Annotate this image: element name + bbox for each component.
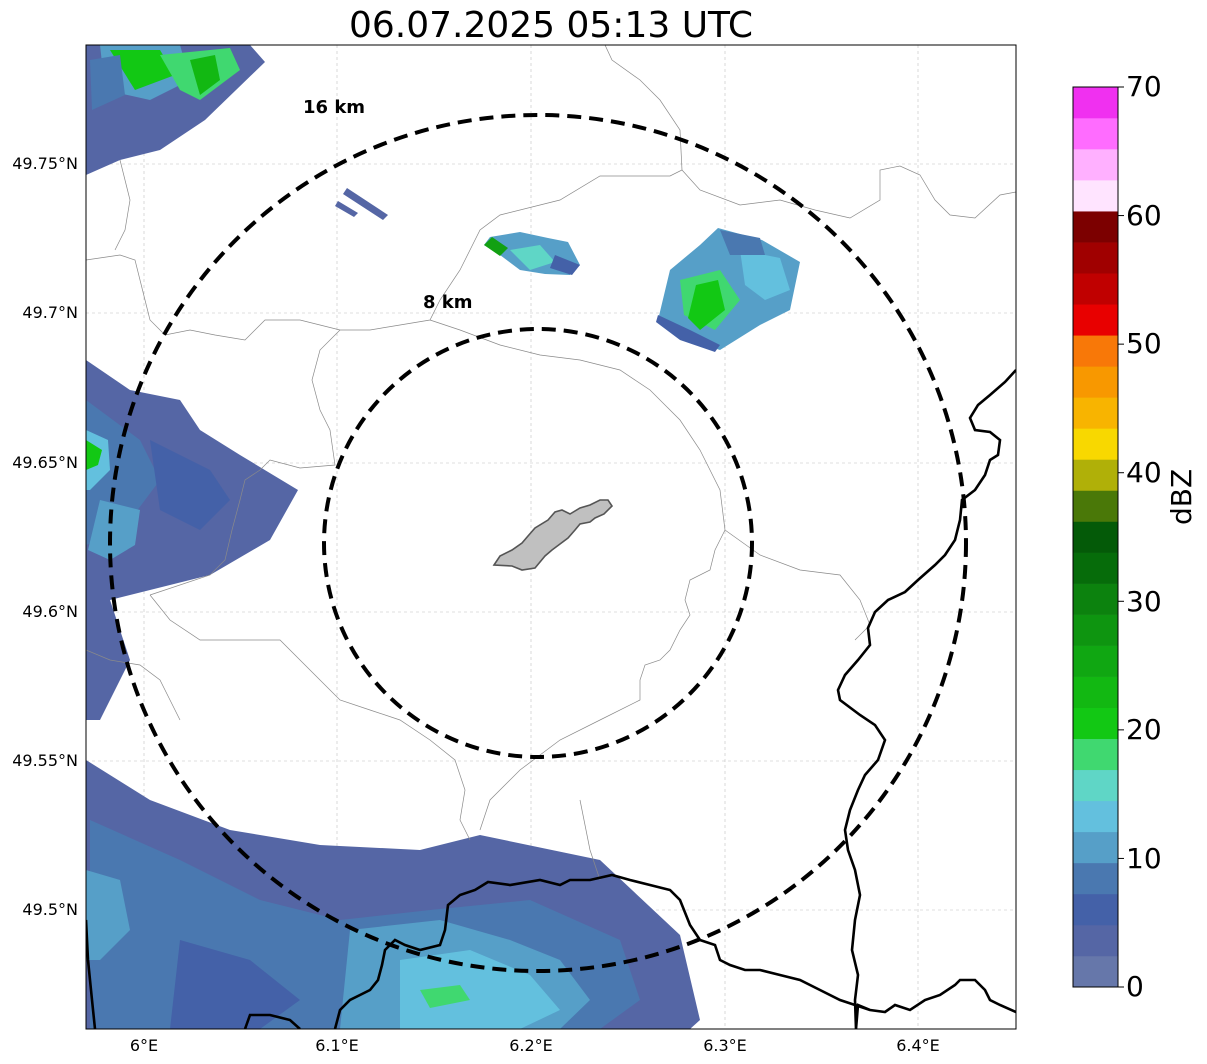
colorbar-tick-label: 30 bbox=[1126, 585, 1162, 618]
lon-tick-label: 6.2°E bbox=[509, 1036, 553, 1055]
colorbar-cell bbox=[1073, 149, 1118, 181]
range-ring-label-16km: 16 km bbox=[303, 97, 366, 118]
colorbar-cell bbox=[1073, 707, 1118, 740]
lat-tick-label: 49.65°N bbox=[12, 453, 78, 472]
lon-tick-label: 6.3°E bbox=[703, 1036, 747, 1055]
colorbar-tick-label: 20 bbox=[1126, 713, 1162, 746]
colorbar-cell bbox=[1073, 955, 1118, 988]
colorbar-cell bbox=[1073, 676, 1118, 708]
colorbar-cell bbox=[1073, 273, 1118, 305]
range-ring-label-8km: 8 km bbox=[423, 292, 473, 313]
radar-echo-west bbox=[86, 360, 298, 720]
radar-echo-northwest bbox=[86, 45, 265, 175]
radar-echo-north-center bbox=[484, 232, 580, 275]
colorbar-tick-label: 40 bbox=[1126, 456, 1162, 489]
colorbar-cell bbox=[1073, 831, 1118, 864]
colorbar-cell bbox=[1073, 552, 1118, 584]
colorbar-cell bbox=[1073, 924, 1118, 957]
colorbar-cell bbox=[1073, 800, 1118, 833]
colorbar-tick-marks bbox=[1118, 86, 1124, 988]
colorbar-label: dBZ bbox=[1165, 468, 1198, 525]
colorbar-cell bbox=[1073, 87, 1118, 119]
colorbar-cell bbox=[1073, 304, 1118, 336]
lon-tick-label: 6.1°E bbox=[315, 1036, 359, 1055]
radar-echo-northeast bbox=[656, 228, 800, 352]
lon-tick-label: 6.4°E bbox=[896, 1036, 940, 1055]
colorbar-cell bbox=[1073, 521, 1118, 553]
colorbar-cell bbox=[1073, 645, 1118, 677]
colorbar-frame bbox=[1072, 86, 1119, 988]
lat-tick-label: 49.75°N bbox=[12, 154, 78, 173]
colorbar-tick-label: 10 bbox=[1126, 842, 1162, 875]
city-outline bbox=[492, 499, 614, 571]
radar-echo-south bbox=[86, 760, 700, 1029]
colorbar-cell bbox=[1073, 614, 1118, 646]
range-ring-8km bbox=[322, 327, 754, 759]
lat-tick-label: 49.7°N bbox=[22, 303, 78, 322]
colorbar-cell bbox=[1073, 397, 1118, 429]
colorbar-tick-label: 60 bbox=[1126, 199, 1162, 232]
national-border bbox=[86, 369, 1016, 1029]
colorbar bbox=[1073, 87, 1118, 988]
colorbar-tick-label: 50 bbox=[1126, 327, 1162, 360]
colorbar-cell bbox=[1073, 118, 1118, 150]
colorbar-cell bbox=[1073, 769, 1118, 802]
colorbar-cell bbox=[1073, 428, 1118, 460]
radar-echo-north-small bbox=[335, 188, 388, 220]
colorbar-cell bbox=[1073, 738, 1118, 771]
lat-tick-label: 49.6°N bbox=[22, 602, 78, 621]
colorbar-cell bbox=[1073, 335, 1118, 367]
admin-boundaries bbox=[86, 45, 1016, 881]
colorbar-cell bbox=[1073, 583, 1118, 615]
colorbar-cell bbox=[1073, 366, 1118, 398]
colorbar-cell bbox=[1073, 490, 1118, 522]
colorbar-cell bbox=[1073, 459, 1118, 491]
colorbar-tick-label: 0 bbox=[1126, 970, 1144, 1003]
plot-frame bbox=[85, 44, 1017, 1030]
colorbar-cell bbox=[1073, 893, 1118, 926]
colorbar-tick-label: 70 bbox=[1126, 70, 1162, 103]
lon-tick-label: 6°E bbox=[129, 1036, 159, 1055]
lat-tick-label: 49.55°N bbox=[12, 751, 78, 770]
range-rings bbox=[108, 113, 968, 973]
range-ring-16km bbox=[108, 113, 968, 973]
map-title: 06.07.2025 05:13 UTC bbox=[348, 5, 754, 46]
lat-tick-label: 49.5°N bbox=[22, 900, 78, 919]
colorbar-cell bbox=[1073, 242, 1118, 274]
colorbar-cell bbox=[1073, 862, 1118, 895]
colorbar-cell bbox=[1073, 211, 1118, 243]
colorbar-cell bbox=[1073, 180, 1118, 212]
